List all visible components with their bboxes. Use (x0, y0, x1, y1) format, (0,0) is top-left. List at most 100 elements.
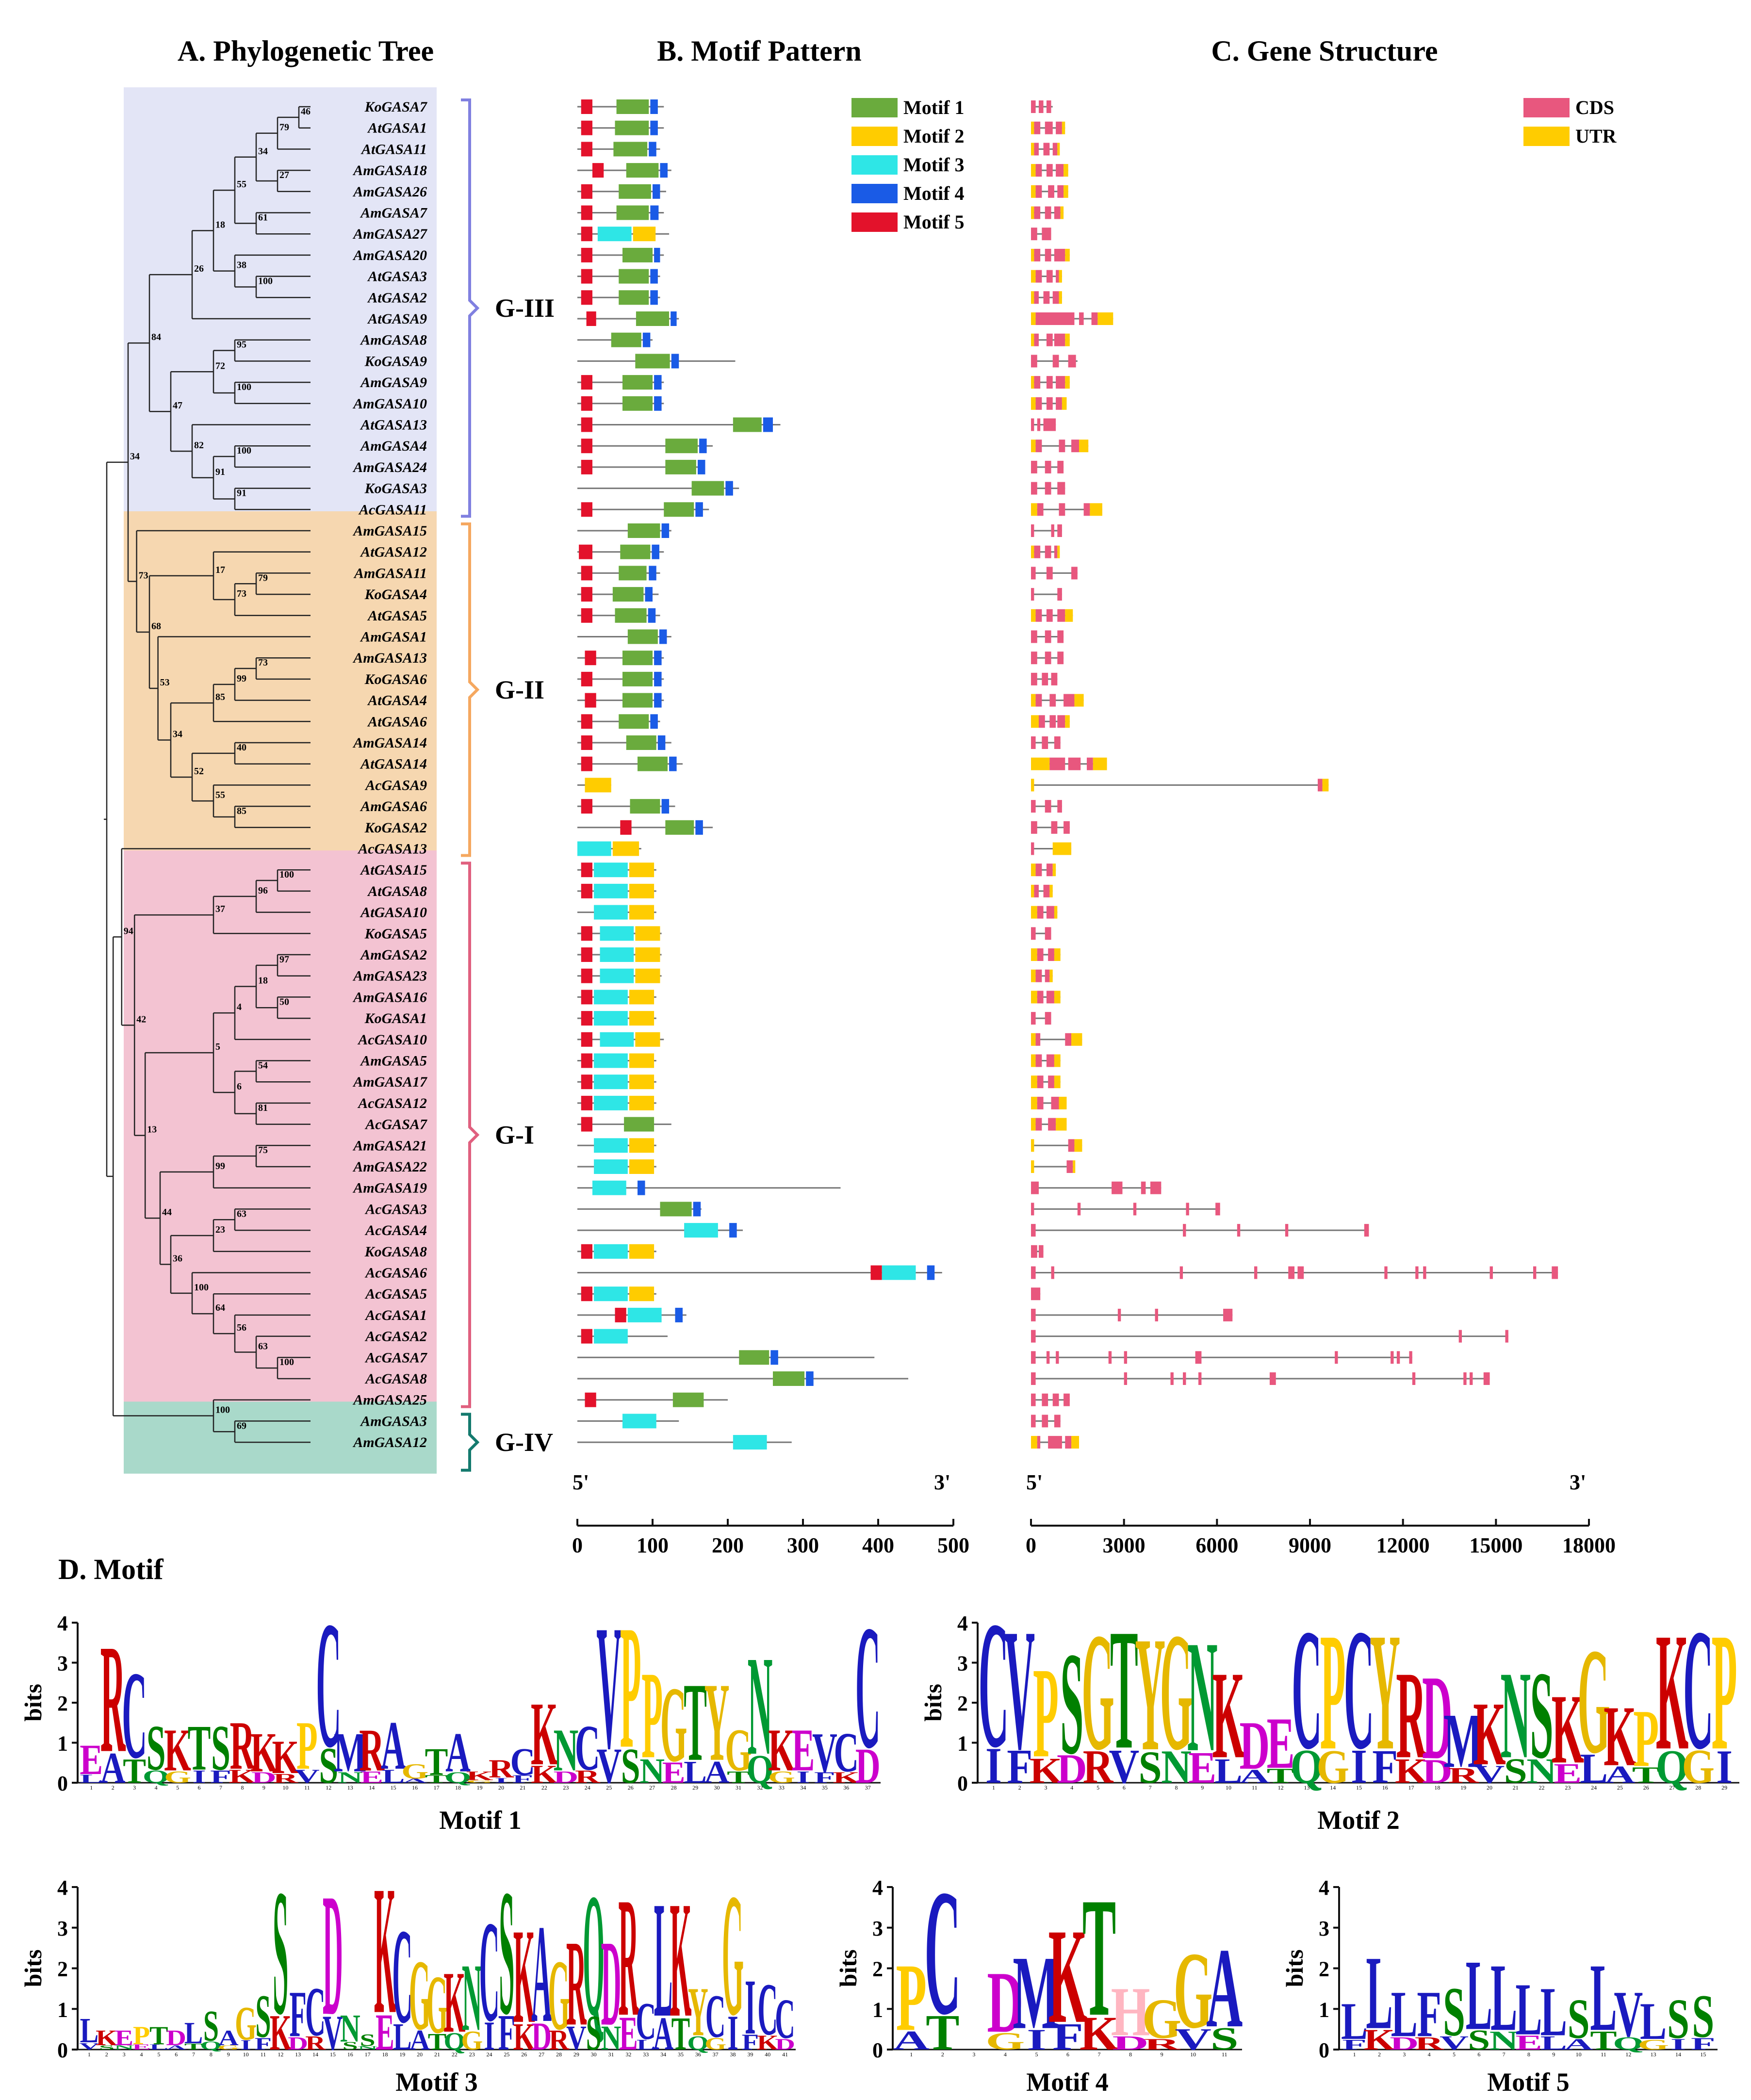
gene-label-KoGASA4: KoGASA4 (364, 586, 427, 602)
logo-position-label: 2 (112, 1784, 115, 1791)
feature-utr (1052, 842, 1059, 855)
logo-letter-K: K (757, 2031, 779, 2054)
motif-box-motif3 (627, 1307, 662, 1322)
gene-label-AmGASA24: AmGASA24 (352, 459, 427, 475)
logo-position-label: 15 (391, 1784, 396, 1791)
logo-position-label: 26 (1643, 1784, 1649, 1791)
feature-cds (1043, 884, 1050, 897)
motif-box-motif5 (581, 439, 592, 454)
gene-label-AtGASA3: AtGASA3 (367, 269, 427, 285)
logo-letter-A: A (1605, 1761, 1636, 1788)
group-backgrounds (124, 87, 437, 1474)
phylogenetic-tree: 4679273461551003818269510072100919182478… (104, 106, 311, 1443)
logo-position-label: 4 (155, 1784, 158, 1791)
logo-letter-E: E (1188, 1743, 1216, 1793)
logo-letter-S: S (1530, 1645, 1553, 1785)
logo-position-label: 11 (304, 1784, 310, 1791)
logo-letter-E: E (360, 1768, 383, 1787)
gene-label-AmGASA18: AmGASA18 (352, 163, 427, 179)
logo-y-label: bits (19, 1950, 47, 1987)
feature-cds (1064, 1393, 1070, 1406)
motif-box-motif4 (650, 120, 658, 135)
logo-position-label: 22 (541, 1784, 547, 1791)
logo-letter-S: S (203, 2002, 219, 2051)
logo-position-label: 15 (1700, 2051, 1706, 2058)
feature-utr (1031, 991, 1037, 1004)
feature-utr (1065, 715, 1070, 728)
logo-letter-C: C (775, 1987, 795, 2051)
logo-y-tick-label: 0 (57, 1772, 68, 1795)
gene-label-KoGASA1: KoGASA1 (364, 1010, 427, 1026)
feature-utr (1031, 440, 1036, 453)
motif-box-motif5 (581, 990, 592, 1005)
logo-letter-L: L (382, 1765, 405, 1787)
logo-letter-E: E (80, 1735, 103, 1783)
logo-letter-V: V (1175, 2022, 1211, 2056)
bootstrap-label: 55 (237, 179, 246, 190)
feature-cds (1049, 715, 1056, 728)
feature-cds (1048, 185, 1054, 198)
motif-box-motif3 (594, 1329, 628, 1344)
feature-cds (1031, 927, 1036, 940)
feature-utr (1031, 397, 1036, 410)
logo-y-tick-label: 4 (1319, 1876, 1329, 1900)
logo-letter-N: N (462, 1944, 482, 2051)
logo-position-label: 24 (585, 1784, 590, 1791)
logo-letter-K: K (513, 1900, 535, 2051)
feature-cds (1054, 248, 1065, 261)
feature-cds (1031, 1415, 1036, 1428)
logo-position-label: 25 (606, 1784, 612, 1791)
bootstrap-label: 27 (279, 170, 289, 180)
motif-tick-label: 0 (572, 1533, 583, 1557)
logo-position-label: 3 (133, 1784, 136, 1791)
feature-cds (1045, 206, 1051, 219)
logo-position-label: 25 (1617, 1784, 1623, 1791)
motif-box-motif4 (650, 714, 658, 729)
logo-y-tick-label: 1 (957, 1732, 968, 1756)
motif-three-prime: 3' (934, 1470, 950, 1494)
bootstrap-label: 75 (258, 1145, 268, 1156)
logo-letter-S: S (621, 1739, 640, 1794)
motif-box-motif5 (592, 163, 604, 178)
gene-label-AtGASA9: AtGASA9 (367, 311, 427, 327)
feature-cds (1052, 1393, 1059, 1406)
logo-position-label: 26 (628, 1784, 634, 1791)
feature-utr (1056, 1118, 1067, 1131)
motif-box-motif5 (870, 1265, 882, 1280)
logo-letter-L: L (1580, 1744, 1608, 1792)
motif-box-motif3 (594, 905, 628, 920)
feature-cds (1048, 1118, 1056, 1131)
logo-letter-P: P (1033, 1641, 1059, 1785)
gene-label-AtGASA5: AtGASA5 (367, 608, 427, 624)
feature-utr (1031, 121, 1034, 134)
feature-cds (1031, 355, 1037, 368)
logo-letter-R: R (230, 1708, 256, 1784)
motif-box-motif1 (627, 523, 660, 538)
gene-label-AmGASA11: AmGASA11 (353, 565, 427, 581)
logo-letter-C: C (757, 1968, 778, 2051)
logo-position-label: 3 (1403, 2051, 1406, 2058)
logo-letter-A: A (409, 2024, 430, 2056)
logo-letter-S: S (1504, 1752, 1527, 1791)
logo-letter-D: D (855, 1739, 881, 1794)
feature-cds (1031, 736, 1036, 749)
logo-letter-K: K (1604, 1689, 1636, 1784)
bootstrap-label: 96 (258, 885, 268, 896)
feature-cds (1031, 1203, 1034, 1216)
gene-label-AmGASA2: AmGASA2 (360, 947, 427, 963)
logo-y-tick-label: 3 (57, 1652, 68, 1676)
feature-cds (1035, 694, 1042, 707)
logo-letter-A: A (100, 1743, 126, 1792)
logo-y-tick-label: 2 (957, 1692, 968, 1715)
feature-cds (1124, 1351, 1128, 1364)
motif-box-motif2 (629, 1138, 655, 1153)
motif-tick-label: 500 (937, 1533, 969, 1557)
logo-position-label: 28 (671, 1784, 677, 1791)
feature-cds (1198, 1372, 1202, 1385)
feature-cds (1068, 1139, 1075, 1152)
motif-box-motif1 (665, 459, 696, 474)
logo-letter-F: F (1372, 1741, 1398, 1793)
panel-d-title: D. Motif (58, 1553, 164, 1585)
bootstrap-label: 56 (237, 1322, 246, 1333)
feature-cds (1043, 291, 1050, 304)
